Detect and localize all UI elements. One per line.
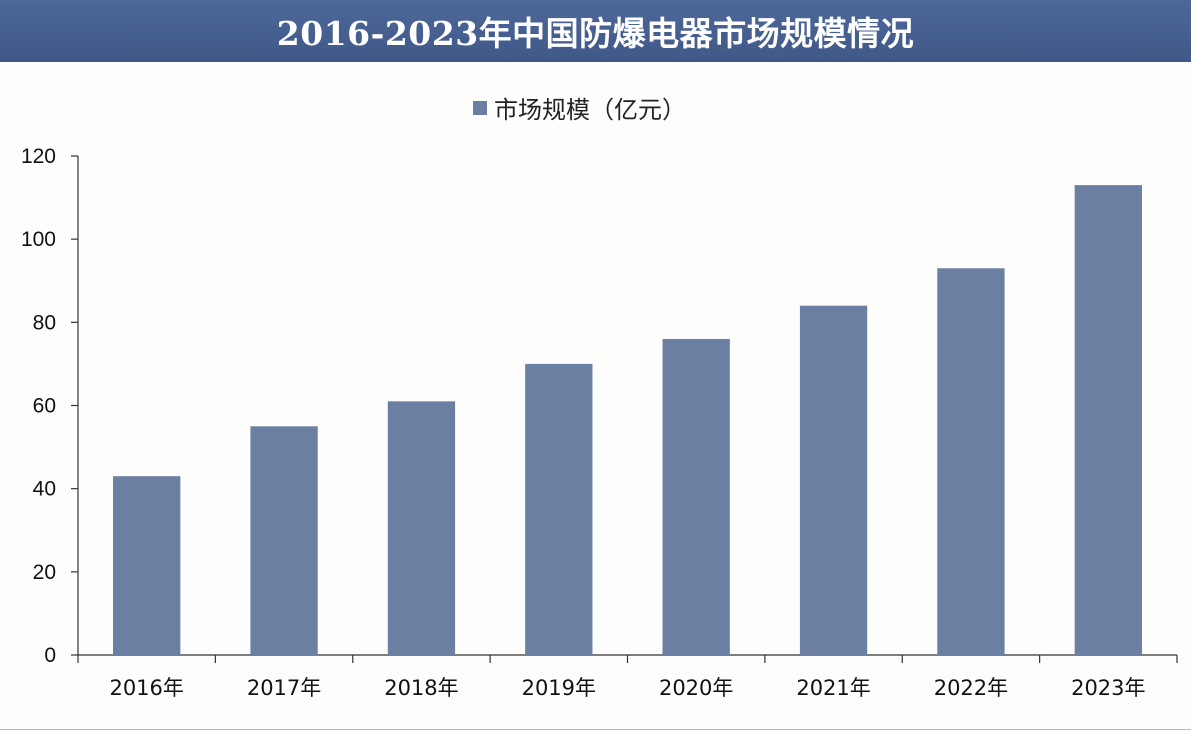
bar-2017年 [250, 426, 318, 655]
y-tick-label: 80 [33, 311, 56, 334]
y-axis: 0 20 40 60 80 100 120 [21, 145, 79, 667]
bottom-divider [0, 729, 1191, 730]
x-tick-label: 2016年 [109, 676, 183, 700]
bar-2023年 [1074, 185, 1142, 655]
bar-2016年 [113, 476, 181, 655]
x-tick-label: 2020年 [659, 676, 733, 700]
bar-2019年 [525, 363, 593, 655]
legend: 市场规模（亿元） [473, 96, 686, 124]
x-tick-labels: 2016年 2017年 2018年 2019年 2020年 2021年 2022年 2023年 [109, 676, 1145, 700]
x-tick-label: 2022年 [934, 676, 1008, 700]
bars [113, 185, 1142, 655]
x-tick-label: 2021年 [796, 676, 870, 700]
chart-title: 2016-2023年中国防爆电器市场规模情况 [276, 14, 915, 53]
bar-2020年 [662, 338, 730, 655]
bar-2022年 [937, 268, 1005, 655]
y-tick-label: 40 [33, 478, 56, 501]
x-tick-label: 2018年 [384, 676, 458, 700]
title-banner: 2016-2023年中国防爆电器市场规模情况 [0, 0, 1191, 62]
x-axis [77, 654, 1178, 663]
legend-label: 市场规模（亿元） [494, 96, 686, 124]
y-tick-label: 60 [33, 395, 56, 418]
bar-2018年 [387, 401, 456, 655]
y-tick-label: 0 [44, 644, 56, 667]
y-tick-label: 120 [21, 145, 56, 168]
x-tick-label: 2017年 [247, 676, 321, 700]
bar-2021年 [799, 305, 868, 655]
legend-swatch [473, 101, 487, 115]
x-tick-label: 2019年 [522, 676, 596, 700]
x-tick-label: 2023年 [1071, 676, 1145, 700]
y-tick-label: 100 [21, 228, 56, 251]
y-tick-label: 20 [33, 561, 56, 584]
